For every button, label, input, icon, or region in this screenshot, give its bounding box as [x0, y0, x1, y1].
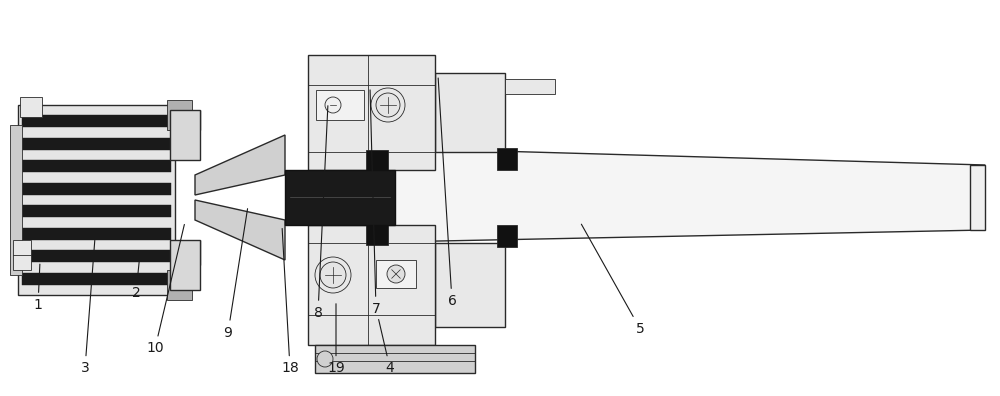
Text: 7: 7: [370, 90, 380, 316]
Bar: [316, 90, 364, 120]
Bar: [435, 73, 505, 152]
Bar: [376, 260, 416, 288]
Bar: [22, 138, 171, 150]
Polygon shape: [195, 135, 285, 195]
Bar: [22, 205, 171, 217]
Text: 3: 3: [81, 240, 95, 375]
Text: 19: 19: [327, 304, 345, 375]
Bar: [505, 79, 555, 94]
Text: 1: 1: [34, 264, 42, 312]
Circle shape: [376, 93, 400, 117]
Circle shape: [325, 97, 341, 113]
Bar: [170, 110, 200, 160]
Text: 4: 4: [379, 320, 394, 375]
Text: 9: 9: [224, 209, 248, 340]
Text: 2: 2: [132, 256, 140, 300]
Text: 6: 6: [438, 78, 456, 308]
Bar: [22, 272, 171, 285]
Bar: [170, 240, 200, 290]
Bar: [315, 345, 475, 373]
Circle shape: [387, 265, 405, 283]
Polygon shape: [390, 148, 985, 242]
Bar: [22, 250, 171, 262]
Bar: [285, 170, 395, 225]
Bar: [497, 225, 517, 247]
Text: 8: 8: [314, 106, 328, 320]
Bar: [167, 270, 192, 300]
Bar: [970, 165, 985, 230]
Bar: [435, 243, 505, 327]
Bar: [18, 105, 175, 295]
Bar: [366, 225, 388, 245]
Bar: [22, 160, 171, 172]
Bar: [22, 183, 171, 195]
Text: 5: 5: [581, 224, 644, 336]
Bar: [22, 228, 171, 240]
Text: 10: 10: [146, 225, 184, 356]
Bar: [10, 125, 22, 275]
Bar: [308, 225, 435, 345]
Circle shape: [317, 351, 333, 367]
Text: 18: 18: [281, 228, 299, 375]
Bar: [13, 240, 31, 270]
Bar: [167, 100, 192, 130]
Bar: [20, 97, 42, 117]
Polygon shape: [195, 200, 285, 260]
Circle shape: [320, 262, 346, 288]
Bar: [497, 148, 517, 170]
Bar: [22, 116, 171, 128]
Bar: [308, 55, 435, 170]
Bar: [366, 150, 388, 170]
